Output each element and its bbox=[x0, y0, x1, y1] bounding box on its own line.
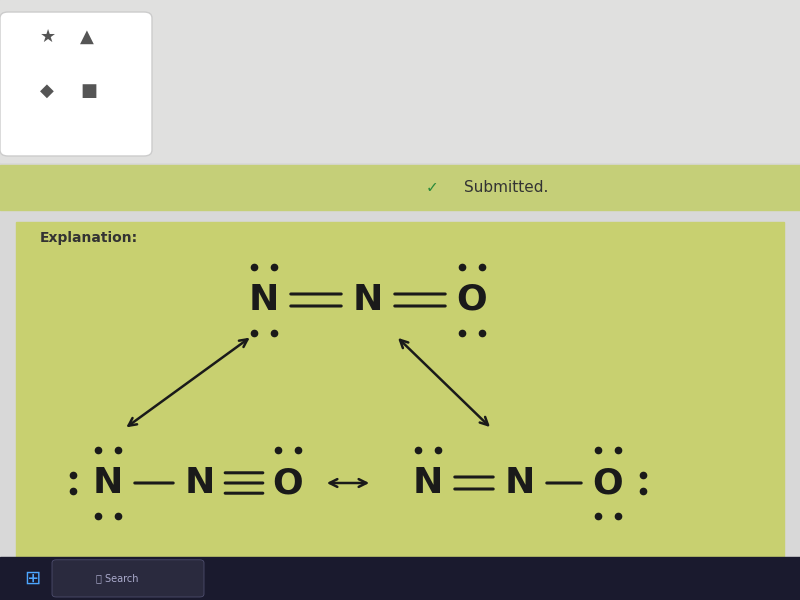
Bar bbox=[0, 0, 800, 162]
Text: N: N bbox=[93, 466, 123, 500]
FancyBboxPatch shape bbox=[0, 12, 152, 156]
Text: N: N bbox=[249, 283, 279, 317]
FancyBboxPatch shape bbox=[52, 560, 204, 597]
Bar bbox=[16, 222, 784, 576]
Text: ◆: ◆ bbox=[40, 82, 54, 100]
Text: O: O bbox=[457, 283, 487, 317]
Text: ⊞: ⊞ bbox=[24, 569, 40, 588]
Text: Explanation:: Explanation: bbox=[40, 231, 138, 245]
Text: N: N bbox=[185, 466, 215, 500]
Text: 🔍 Search: 🔍 Search bbox=[96, 574, 138, 583]
Text: O: O bbox=[593, 466, 623, 500]
Text: ✓: ✓ bbox=[426, 180, 438, 194]
Bar bbox=[0, 557, 800, 600]
Text: ▲: ▲ bbox=[80, 28, 94, 46]
Text: ■: ■ bbox=[80, 82, 97, 100]
Text: N: N bbox=[353, 283, 383, 317]
Text: O: O bbox=[273, 466, 303, 500]
Text: N: N bbox=[413, 466, 443, 500]
Text: N: N bbox=[505, 466, 535, 500]
Text: ★: ★ bbox=[40, 28, 56, 46]
Bar bbox=[0, 165, 800, 210]
Text: Submitted.: Submitted. bbox=[464, 180, 548, 194]
